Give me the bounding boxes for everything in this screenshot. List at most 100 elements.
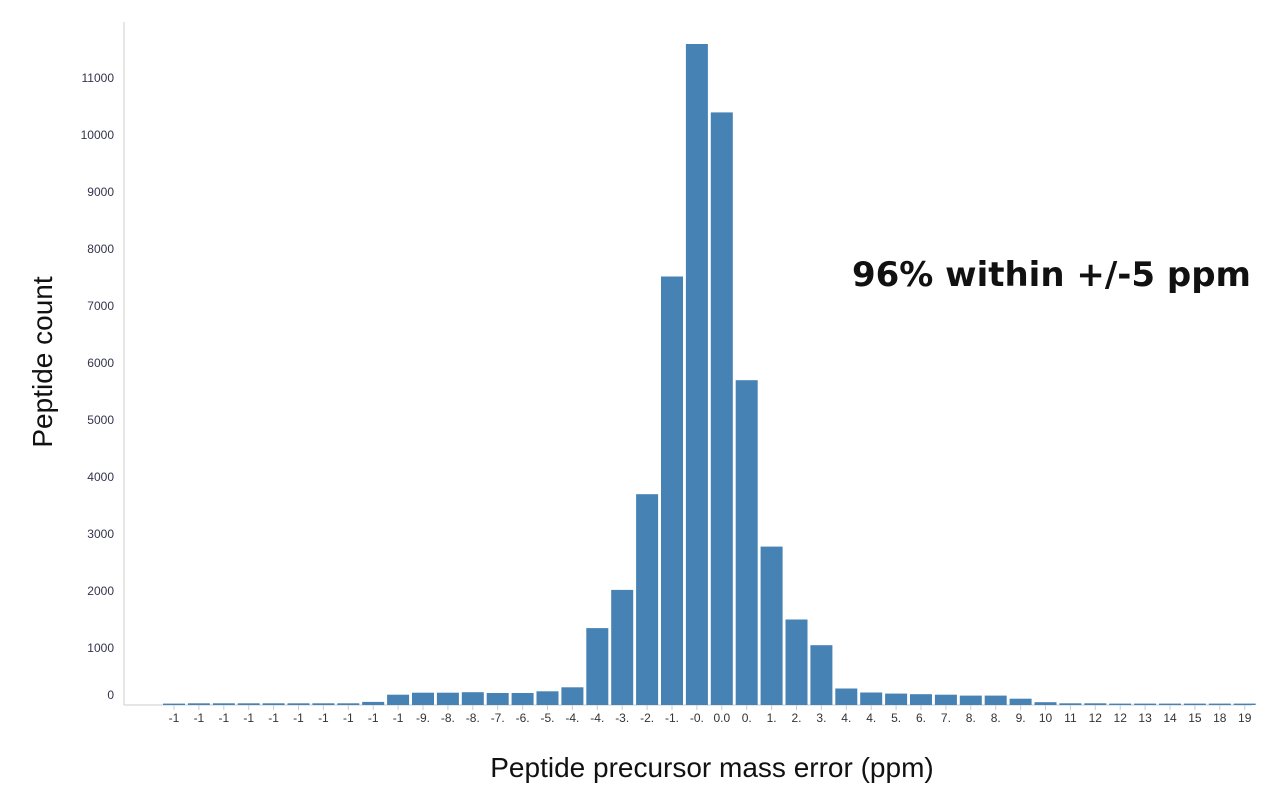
y-tick-label: 2000: [87, 584, 114, 598]
x-tick-label: 12: [1089, 711, 1103, 725]
x-tick-label: -1: [343, 711, 354, 725]
x-tick-label: -1: [293, 711, 304, 725]
x-tick-label: -5.: [540, 711, 554, 725]
bar: [387, 694, 410, 705]
x-tick-label: -2.: [640, 711, 654, 725]
x-tick-label: 4.: [841, 711, 851, 725]
bar: [1009, 698, 1032, 705]
x-tick-label: 3.: [816, 711, 826, 725]
bar: [436, 692, 459, 705]
bar: [661, 276, 683, 705]
x-tick-label: 5.: [891, 711, 901, 725]
x-tick-label: 7.: [941, 711, 951, 725]
x-tick-label: -1: [368, 711, 379, 725]
x-tick-label: -3.: [615, 711, 629, 725]
y-axis-ticks: 0 1000 2000 3000 4000 5000 6000 7000 8000 9000 100…: [81, 71, 115, 702]
x-axis-ticks: -1 -1 -1 -1 -1 -1 -1 -1 -1 -1 -9. -8. -8. -7. -6. -5. -4…: [169, 705, 1252, 725]
bar: [1109, 703, 1132, 705]
y-tick-label: 5000: [87, 413, 114, 427]
bar: [710, 112, 733, 705]
x-tick-label: 10: [1039, 711, 1053, 725]
bar: [1084, 703, 1107, 705]
bar: [785, 619, 808, 705]
bar: [611, 589, 634, 705]
x-tick-label: -0.: [690, 711, 704, 725]
bars: [163, 44, 1256, 705]
bar: [536, 691, 559, 705]
bar: [412, 692, 434, 705]
y-tick-label: 3000: [87, 527, 114, 541]
bar: [461, 692, 484, 705]
bar: [586, 628, 609, 705]
x-tick-label: 13: [1138, 711, 1152, 725]
bar: [362, 701, 385, 705]
bar: [1233, 703, 1256, 705]
x-tick-label: 4.: [866, 711, 876, 725]
bar: [885, 693, 908, 705]
bar: [810, 645, 833, 705]
x-tick-label: -7.: [491, 711, 505, 725]
x-tick-label: -4.: [590, 711, 604, 725]
y-tick-label: 4000: [87, 470, 114, 484]
bar: [511, 693, 534, 705]
bar: [163, 703, 185, 705]
x-tick-label: 19: [1238, 711, 1252, 725]
bar: [561, 687, 584, 705]
x-tick-label: 8.: [991, 711, 1001, 725]
x-tick-label: -6.: [516, 711, 530, 725]
bar: [735, 380, 758, 705]
x-tick-label: -1: [169, 711, 180, 725]
x-tick-label: 6.: [916, 711, 926, 725]
x-tick-label: -1: [318, 711, 329, 725]
annotation-text: 96% within +/-5 ppm: [852, 255, 1251, 295]
bar: [685, 44, 708, 705]
bar: [212, 703, 235, 705]
bar: [1034, 702, 1057, 705]
x-tick-label: -1: [268, 711, 279, 725]
bar: [312, 703, 335, 705]
x-tick-label: -9.: [416, 711, 430, 725]
bar: [984, 695, 1007, 705]
bar: [636, 494, 659, 705]
bar: [934, 694, 957, 705]
x-tick-label: -1: [218, 711, 229, 725]
x-tick-label: -1.: [665, 711, 679, 725]
x-tick-label: -1: [243, 711, 254, 725]
x-tick-label: 0.: [742, 711, 752, 725]
x-tick-label: -1: [194, 711, 205, 725]
y-tick-label: 11000: [82, 71, 115, 85]
y-tick-label: 10000: [81, 128, 115, 142]
x-tick-label: -8.: [441, 711, 455, 725]
y-tick-label: 7000: [87, 299, 114, 313]
y-tick-label: 0: [107, 688, 114, 702]
x-tick-label: 8.: [966, 711, 976, 725]
x-tick-label: 0.0: [713, 711, 730, 725]
x-axis-title: Peptide precursor mass error (ppm): [490, 752, 933, 783]
bar: [760, 546, 783, 705]
bar: [1208, 703, 1231, 705]
bar: [1159, 703, 1181, 705]
x-tick-label: 9.: [1016, 711, 1026, 725]
bar: [287, 703, 310, 705]
x-tick-label: 15: [1188, 711, 1202, 725]
bar: [262, 703, 285, 705]
x-tick-label: 12: [1114, 711, 1128, 725]
bar: [237, 703, 260, 705]
y-tick-label: 8000: [87, 242, 114, 256]
x-tick-label: -1: [393, 711, 404, 725]
bar: [860, 692, 883, 705]
bar: [337, 703, 360, 705]
bar: [835, 688, 858, 705]
x-tick-label: 2.: [791, 711, 801, 725]
bar: [1134, 703, 1157, 705]
x-tick-label: 14: [1163, 711, 1177, 725]
x-tick-label: -4.: [565, 711, 579, 725]
y-tick-label: 6000: [87, 356, 114, 370]
bar: [1059, 703, 1082, 705]
x-tick-label: -8.: [466, 711, 480, 725]
y-tick-label: 1000: [87, 641, 114, 655]
y-axis-title: Peptide count: [27, 276, 58, 447]
x-tick-label: 18: [1213, 711, 1227, 725]
bar: [187, 703, 210, 705]
